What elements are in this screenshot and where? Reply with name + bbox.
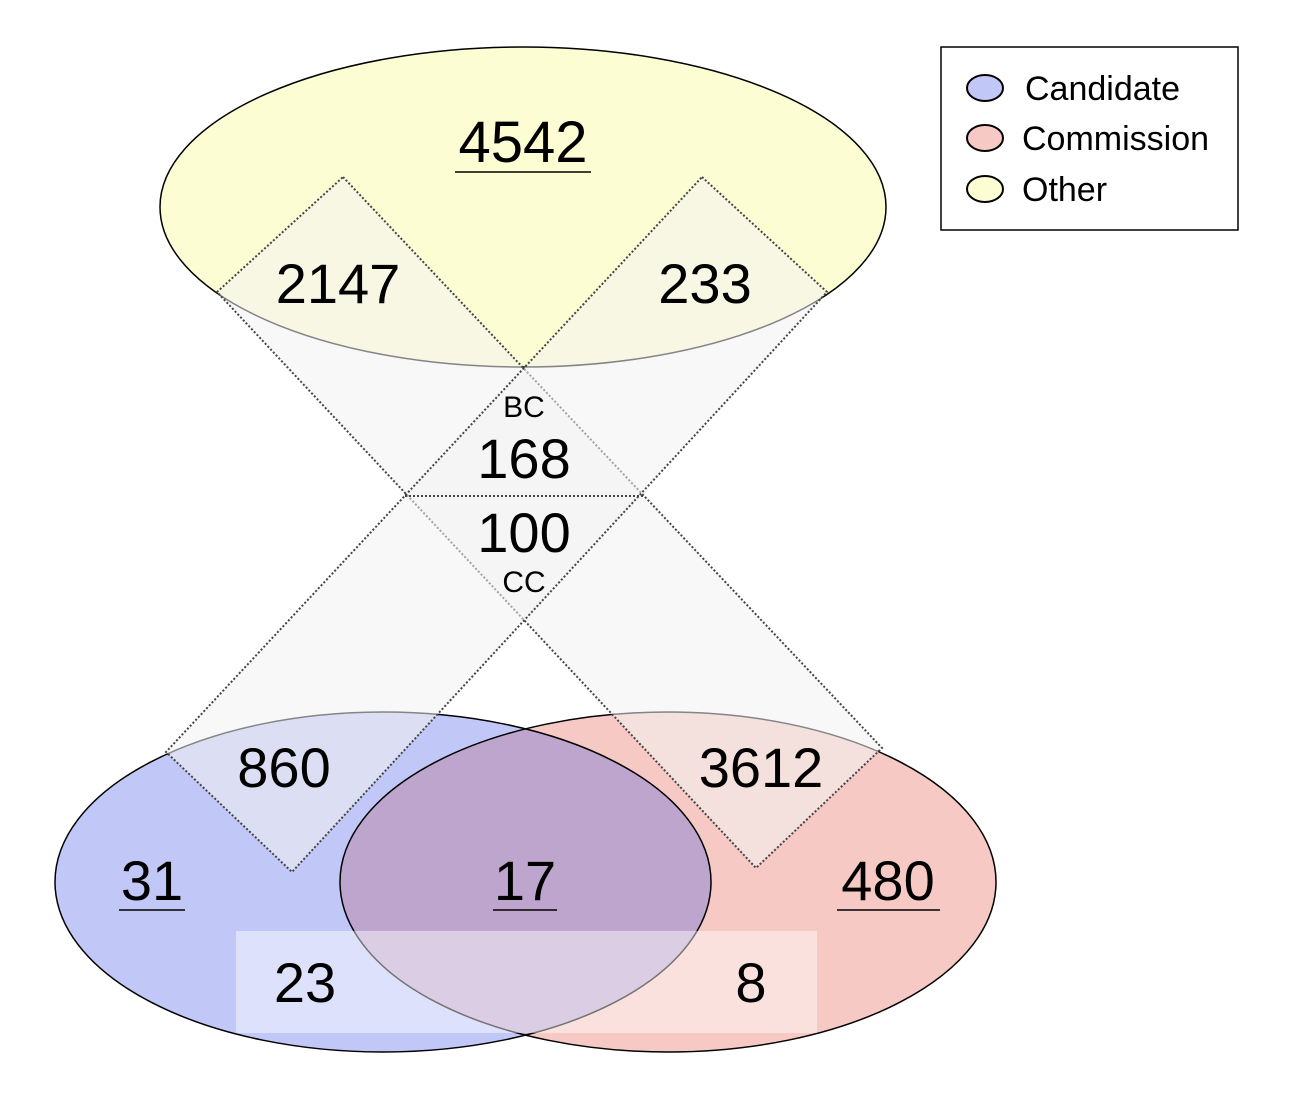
legend-swatch-commission	[966, 124, 1004, 152]
cc-label: CC	[502, 566, 545, 599]
candidate-only-count: 31	[121, 849, 183, 912]
legend-label-other: Other	[1022, 171, 1107, 209]
candidate-commission-overlap	[340, 712, 711, 1052]
bottom-band	[236, 931, 817, 1033]
cc-count: 100	[477, 501, 570, 564]
candidate-commission-count: 17	[494, 849, 556, 912]
candidate-diamond-count: 860	[237, 736, 330, 799]
legend: Candidate Commission Other	[940, 46, 1239, 231]
legend-label-candidate: Candidate	[1025, 70, 1180, 108]
bc-count: 168	[477, 427, 570, 490]
other-only-count: 4542	[458, 110, 587, 175]
bc-label: BC	[503, 391, 545, 424]
legend-swatch-candidate	[966, 74, 1004, 102]
legend-label-commission: Commission	[1022, 120, 1209, 158]
candidate-band-count: 23	[274, 951, 336, 1014]
legend-swatch-other	[966, 175, 1004, 203]
right-diamond	[164, 175, 829, 874]
other-right-overlap-count: 233	[658, 252, 751, 315]
commission-only-count: 480	[841, 849, 934, 912]
other-left-overlap-count: 2147	[276, 252, 401, 315]
commission-band-count: 8	[735, 951, 766, 1014]
commission-diamond-count: 3612	[699, 736, 824, 799]
